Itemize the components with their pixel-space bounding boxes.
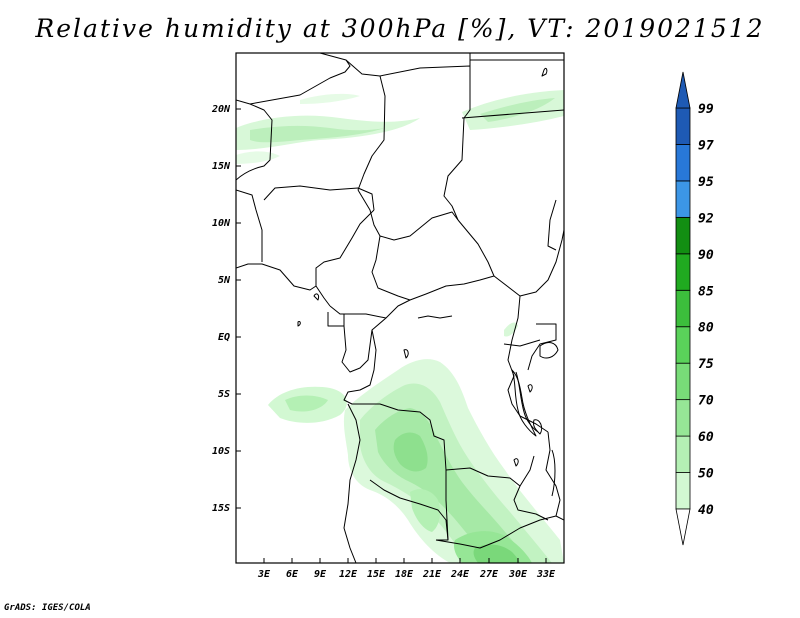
colorbar-label: 60	[698, 430, 714, 445]
lat-label: 5S	[218, 389, 230, 400]
colorbar-label: 40	[698, 503, 714, 518]
colorbar-label: 90	[698, 248, 714, 263]
humidity-patch	[250, 125, 385, 143]
lon-axis: 3E 6E 9E 12E 15E 18E 21E 24E 27E 30E 33E	[257, 558, 556, 580]
colorbar-label: 80	[698, 321, 714, 336]
colorbar-swatch	[675, 472, 691, 510]
colorbar-swatch	[675, 253, 691, 291]
lon-label: 24E	[450, 569, 470, 580]
colorbar-swatch	[675, 435, 691, 473]
colorbar-swatch	[675, 289, 691, 328]
colorbar-max-arrow	[675, 71, 691, 109]
humidity-field	[236, 90, 564, 563]
lon-label: 21E	[422, 569, 442, 580]
colorbar-swatch	[675, 362, 691, 401]
colorbar-label: 85	[698, 284, 714, 299]
colorbar-label: 99	[698, 102, 714, 117]
colorbar-label: 75	[698, 357, 714, 372]
colorbar-label: 50	[698, 467, 714, 482]
humidity-patch	[473, 544, 520, 563]
lon-label: 9E	[314, 569, 327, 580]
colorbar-label: 70	[698, 394, 714, 409]
lat-axis: 20N 15N 10N 5N EQ 5S 10S 15S	[211, 104, 241, 514]
humidity-patch	[285, 395, 328, 412]
colorbar-swatch	[675, 399, 691, 437]
humidity-patch	[504, 322, 518, 337]
country-borders	[236, 53, 564, 563]
humidity-patch	[393, 432, 428, 472]
lat-label: 10S	[212, 446, 230, 457]
lon-label: 6E	[286, 569, 299, 580]
colorbar: 40 50 60 70 75 80 85 90 92 95 97 99	[675, 71, 714, 546]
humidity-patch	[236, 151, 280, 164]
lat-label: EQ	[218, 332, 230, 343]
colorbar-swatch	[675, 326, 691, 364]
humidity-patch	[300, 93, 360, 104]
colorbar-min-arrow	[675, 508, 691, 546]
lon-label: 3E	[257, 569, 271, 580]
humidity-patch	[410, 489, 440, 532]
lon-label: 30E	[508, 569, 528, 580]
lakes	[297, 67, 559, 497]
lon-label: 18E	[395, 569, 414, 580]
lat-label: 5N	[218, 275, 231, 286]
colorbar-swatch	[675, 144, 691, 182]
map-title: Relative humidity at 300hPa [%], VT: 201…	[35, 14, 765, 43]
colorbar-swatch	[675, 216, 691, 255]
lat-label: 20N	[211, 104, 231, 115]
colorbar-swatch	[675, 107, 691, 145]
colorbar-label: 97	[698, 138, 714, 153]
grads-credit: GrADS: IGES/COLA	[4, 603, 91, 613]
colorbar-label: 95	[698, 175, 714, 190]
lat-label: 15N	[212, 161, 231, 172]
map-frame	[235, 52, 565, 564]
lon-label: 27E	[479, 569, 499, 580]
lon-label: 33E	[536, 569, 556, 580]
humidity-patch	[480, 98, 555, 122]
lat-label: 10N	[212, 218, 231, 229]
colorbar-label: 92	[698, 211, 714, 226]
lon-label: 15E	[367, 569, 386, 580]
lon-label: 12E	[339, 569, 358, 580]
lat-label: 15S	[212, 503, 230, 514]
colorbar-swatch	[675, 180, 691, 218]
